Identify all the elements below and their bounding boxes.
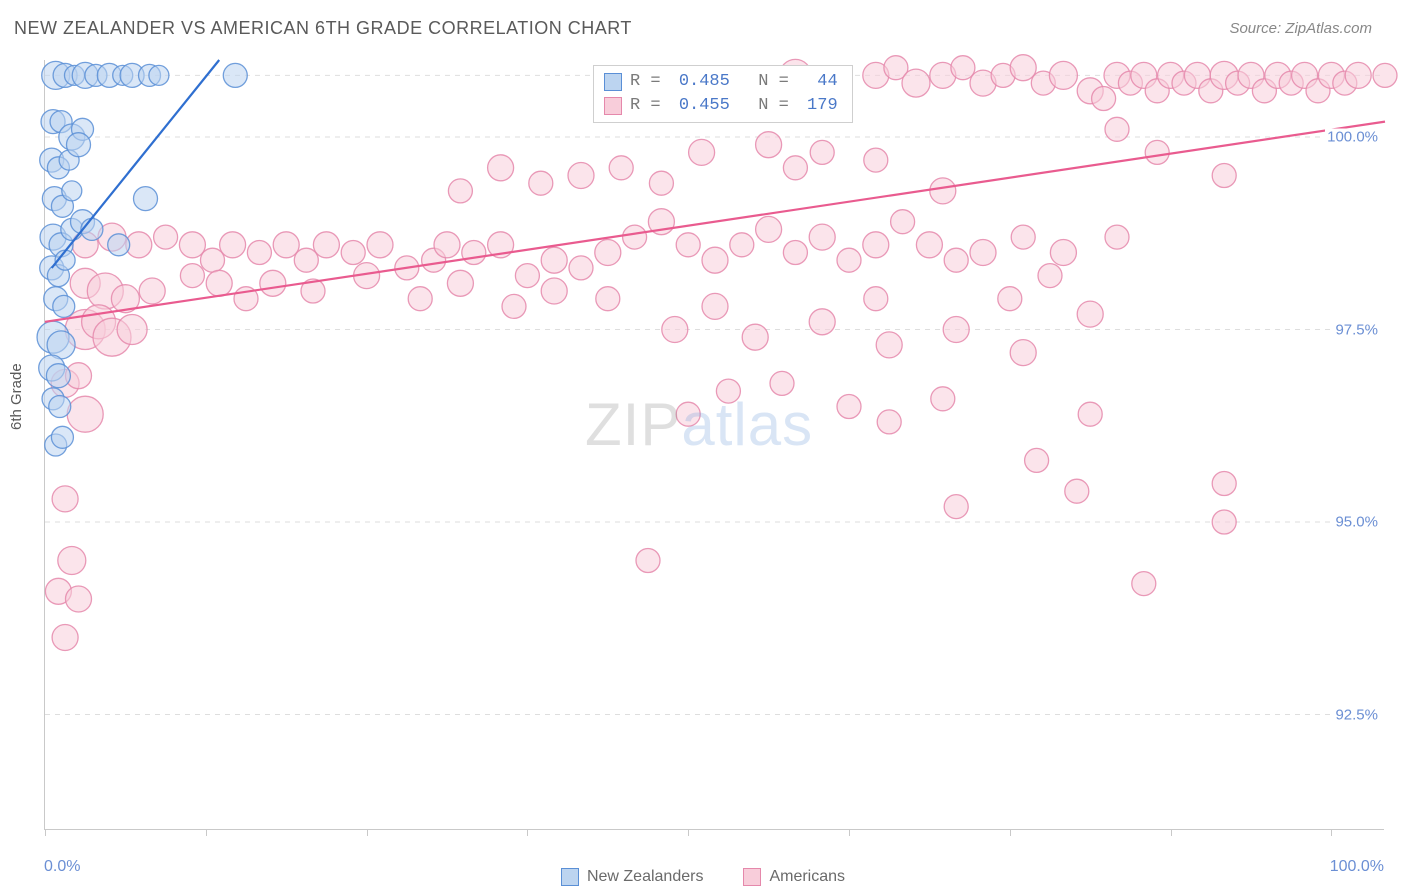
x-tick xyxy=(849,829,850,836)
source-attribution: Source: ZipAtlas.com xyxy=(1229,20,1392,37)
x-tick xyxy=(45,829,46,836)
x-tick xyxy=(527,829,528,836)
legend-item-nz: New Zealanders xyxy=(561,868,704,886)
y-tick-label: 100.0% xyxy=(1325,129,1380,146)
y-tick-label: 95.0% xyxy=(1333,514,1380,531)
chart-title: NEW ZEALANDER VS AMERICAN 6TH GRADE CORR… xyxy=(14,18,632,39)
x-tick xyxy=(206,829,207,836)
x-tick xyxy=(1331,829,1332,836)
y-tick-label: 92.5% xyxy=(1333,706,1380,723)
scatter-svg xyxy=(45,60,1384,829)
legend-item-us: Americans xyxy=(743,868,845,886)
x-tick xyxy=(1171,829,1172,836)
x-tick xyxy=(688,829,689,836)
x-tick xyxy=(1010,829,1011,836)
x-tick xyxy=(367,829,368,836)
plot-area: 92.5% 95.0% 97.5% 100.0% R = 0.485 N = 44 R… xyxy=(44,60,1384,830)
legend-row-nz: R = 0.485 N = 44 xyxy=(604,70,838,94)
swatch-us xyxy=(604,97,622,115)
legend-row-us: R = 0.455 N = 179 xyxy=(604,94,838,118)
swatch-nz-icon xyxy=(561,868,579,886)
swatch-us-icon xyxy=(743,868,761,886)
chart-header: NEW ZEALANDER VS AMERICAN 6TH GRADE CORR… xyxy=(14,18,1392,39)
y-tick-label: 97.5% xyxy=(1333,321,1380,338)
swatch-nz xyxy=(604,73,622,91)
correlation-legend: R = 0.485 N = 44 R = 0.455 N = 179 xyxy=(593,65,853,123)
series-legend: New Zealanders Americans xyxy=(0,868,1406,886)
y-axis-label: 6th Grade xyxy=(8,363,25,430)
